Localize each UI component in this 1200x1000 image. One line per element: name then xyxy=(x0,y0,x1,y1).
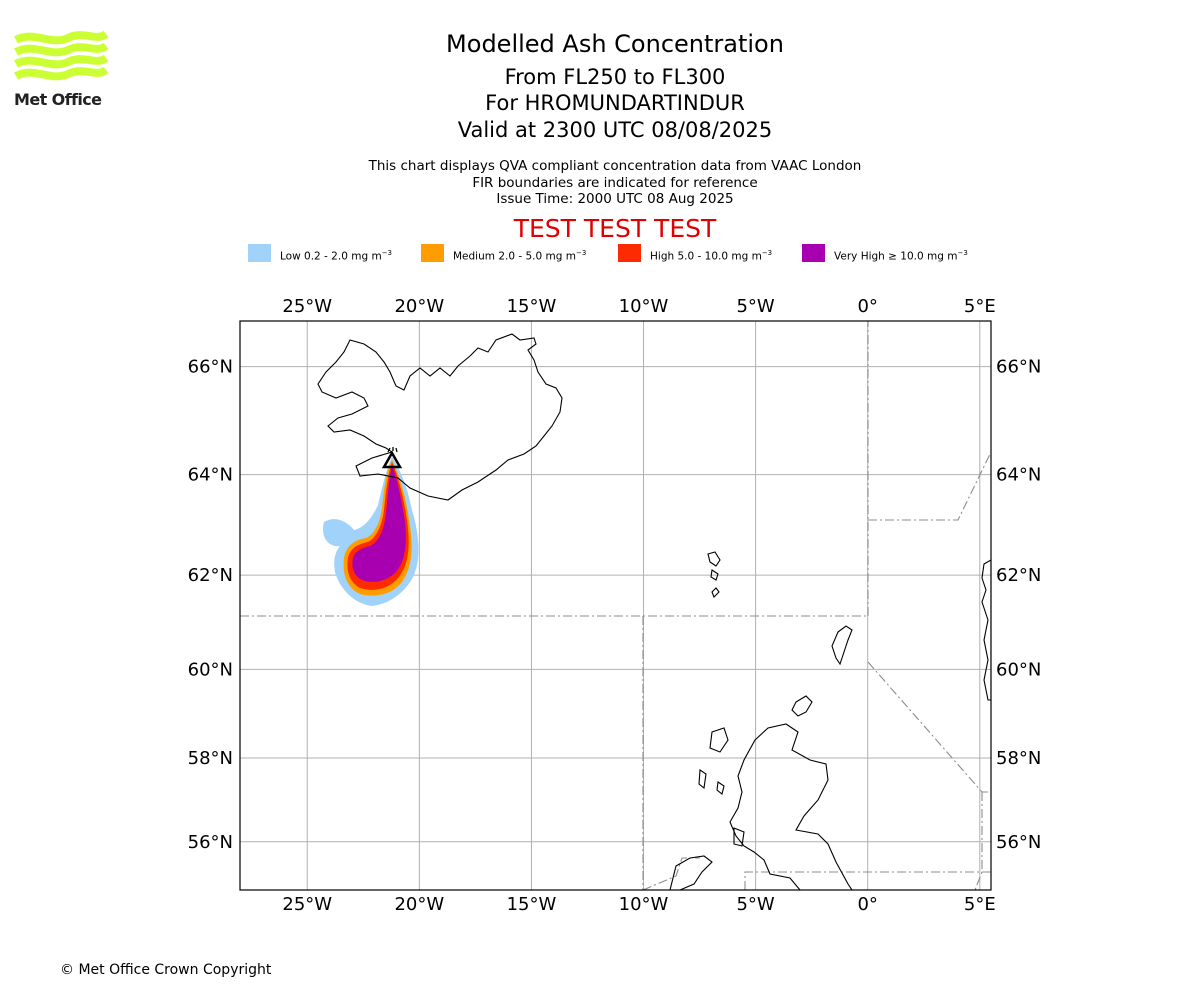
valid-time: Valid at 2300 UTC 08/08/2025 xyxy=(457,118,773,142)
chart-title: Modelled Ash Concentration xyxy=(446,30,784,58)
coastline-hebrides-1 xyxy=(709,727,729,753)
lon-tick-label-top: 10°W xyxy=(619,296,669,317)
lat-tick-label-right: 64°N xyxy=(996,465,1041,486)
legend-unit-exponent: −3 xyxy=(381,249,393,257)
coastline-faroe-1 xyxy=(707,551,721,567)
info-line-fir: FIR boundaries are indicated for referen… xyxy=(472,174,758,191)
lon-tick-label-bottom: 25°W xyxy=(282,894,332,915)
legend-swatch-low xyxy=(248,244,271,262)
legend-unit-exponent: −3 xyxy=(957,249,968,257)
lon-tick-label-top: 20°W xyxy=(394,296,444,317)
lon-tick-label-bottom: 15°W xyxy=(507,894,557,915)
ash-cloud xyxy=(322,457,419,606)
lon-tick-label-top: 25°W xyxy=(282,296,332,317)
lon-tick-label-bottom: 5°W xyxy=(736,894,774,915)
coastline-hebrides-3 xyxy=(716,781,725,795)
lon-tick-label-top: 15°W xyxy=(507,296,557,317)
coastline-iceland xyxy=(317,333,563,501)
logo-wave xyxy=(14,66,109,81)
lon-tick-label-top: 0° xyxy=(857,296,877,317)
copyright-notice: © Met Office Crown Copyright xyxy=(60,962,272,978)
lat-tick-label-left: 58°N xyxy=(188,748,233,769)
met-office-logo: Met Office xyxy=(14,30,109,112)
lon-tick-label-bottom: 10°W xyxy=(619,894,669,915)
coastline-scotland xyxy=(729,723,853,890)
legend-unit-exponent: −3 xyxy=(761,249,773,257)
lon-tick-label-top: 5°W xyxy=(736,296,774,317)
lon-tick-label-bottom: 0° xyxy=(857,894,877,915)
legend-label-medium: Medium 2.0 - 5.0 mg m xyxy=(453,250,576,263)
map-frame xyxy=(239,320,992,891)
logo-wave xyxy=(14,54,109,69)
lat-tick-label-left: 64°N xyxy=(188,465,233,486)
met-office-wave-logo-icon xyxy=(14,30,109,81)
lon-tick-label-top: 5°E xyxy=(964,296,996,317)
lat-tick-label-left: 62°N xyxy=(188,565,233,586)
lat-tick-label-left: 66°N xyxy=(188,357,233,378)
coastlines xyxy=(317,333,991,890)
ash-very-high-contour xyxy=(352,465,406,582)
logo-wave xyxy=(14,30,109,45)
coastline-orkney xyxy=(791,695,813,717)
issue-time: Issue Time: 2000 UTC 08 Aug 2025 xyxy=(496,191,734,207)
coastline-islay xyxy=(733,827,745,847)
lat-tick-label-right: 66°N xyxy=(996,357,1041,378)
volcano-triangle-icon[interactable] xyxy=(381,447,403,469)
legend-unit-exponent: −3 xyxy=(575,249,587,257)
axis-labels: 25°W 25°W 20°W 20°W 15°W 15°W 10°W 10°W 5°W 5°W 0°… xyxy=(188,296,1042,915)
lon-tick-label-bottom: 5°E xyxy=(964,894,996,915)
coastline-hebrides-2 xyxy=(698,769,707,790)
lon-tick-label-bottom: 20°W xyxy=(394,894,444,915)
info-line-qva: This chart displays QVA compliant concen… xyxy=(368,158,862,174)
legend-label-high: High 5.0 - 10.0 mg m xyxy=(650,250,762,263)
logo-text: Met Office xyxy=(14,90,102,109)
legend-label-very-high: Very High ≥ 10.0 mg m xyxy=(834,250,958,263)
legend-swatch-medium xyxy=(421,244,444,262)
lat-tick-label-right: 60°N xyxy=(996,659,1041,680)
coastline-faroe-3 xyxy=(711,587,720,598)
volcano-name-line: For HROMUNDARTINDUR xyxy=(485,91,745,115)
legend-label-low: Low 0.2 - 2.0 mg m xyxy=(280,250,382,263)
coastline-norway xyxy=(981,559,991,701)
graticule-grid xyxy=(240,321,991,890)
coastline-ireland-north xyxy=(669,855,713,890)
lat-tick-label-right: 62°N xyxy=(996,565,1041,586)
fir-boundaries xyxy=(240,321,991,890)
test-banner: TEST TEST TEST xyxy=(513,214,717,243)
lat-tick-label-left: 56°N xyxy=(188,832,233,853)
coastline-shetland xyxy=(831,625,853,666)
lat-tick-label-right: 56°N xyxy=(996,832,1041,853)
legend-swatch-very-high xyxy=(802,244,825,262)
logo-wave xyxy=(14,42,109,57)
coastline-faroe-2 xyxy=(710,569,719,581)
legend-swatch-high xyxy=(618,244,641,262)
lat-tick-label-left: 60°N xyxy=(188,659,233,680)
flight-level-range: From FL250 to FL300 xyxy=(504,65,726,89)
lat-tick-label-right: 58°N xyxy=(996,748,1041,769)
